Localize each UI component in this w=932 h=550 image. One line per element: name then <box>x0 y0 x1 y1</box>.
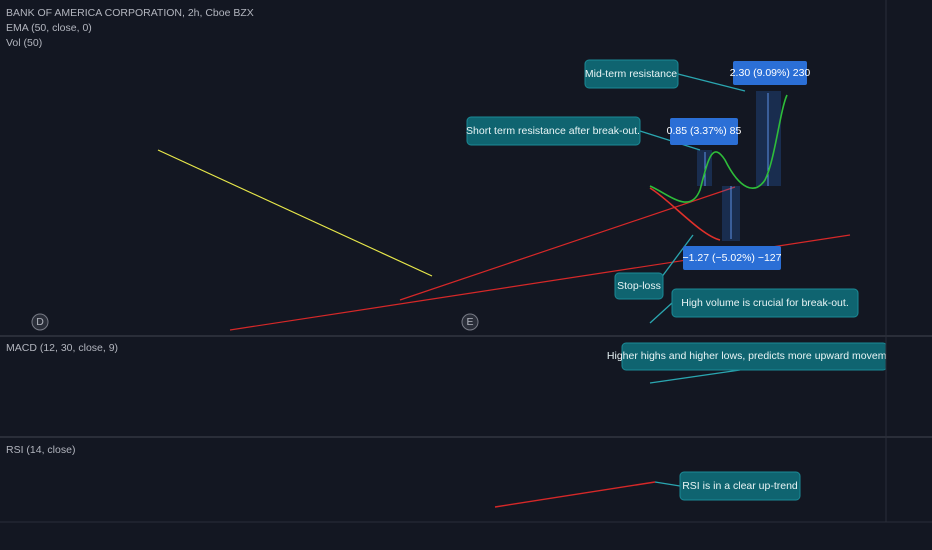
panel-title: RSI (14, close) <box>6 444 75 456</box>
trend-line <box>399 186 736 301</box>
drawings: Mid-term resistance Short term resistanc… <box>157 59 901 508</box>
callout-text: Mid-term resistance <box>585 68 677 80</box>
event-marker <box>31 313 49 331</box>
event-marker <box>461 313 479 331</box>
callout-text: Short term resistance after break-out. <box>466 125 640 137</box>
projection-up <box>649 94 788 203</box>
pointer <box>654 481 681 487</box>
indicator-label: EMA (50, close, 0) <box>6 22 92 34</box>
measure-label <box>670 118 738 145</box>
measure-text: −1.27 (−5.02%) −127 <box>683 252 782 264</box>
projection-down <box>649 187 721 241</box>
callout-text: RSI is in a clear up-trend <box>682 480 798 492</box>
callout-text: Stop-loss <box>617 280 661 292</box>
trend-line <box>494 481 656 508</box>
chart-title: BANK OF AMERICA CORPORATION, 2h, Cboe BZ… <box>6 7 254 19</box>
pointer <box>677 73 746 92</box>
pointer <box>649 369 741 384</box>
indicator-label: Vol (50) <box>6 37 42 49</box>
measure-label <box>683 246 781 270</box>
price-axis <box>886 0 932 550</box>
callout <box>679 471 801 501</box>
event-label: D <box>36 316 44 328</box>
callout-text: Higher highs and higher lows, predicts m… <box>607 350 901 362</box>
callout <box>671 288 859 318</box>
measure-label <box>733 61 807 85</box>
callout <box>614 272 664 300</box>
panel-title: MACD (12, 30, close, 9) <box>6 342 118 354</box>
callout <box>466 116 641 146</box>
measure-text: 2.30 (9.09%) 230 <box>730 67 811 79</box>
measure-text: 0.85 (3.37%) 85 <box>667 125 742 137</box>
callout <box>584 59 679 89</box>
event-label: E <box>466 316 473 328</box>
events: D E <box>31 313 479 331</box>
pointer <box>649 302 673 324</box>
callout-text: High volume is crucial for break-out. <box>681 297 848 309</box>
trend-line <box>157 149 433 277</box>
